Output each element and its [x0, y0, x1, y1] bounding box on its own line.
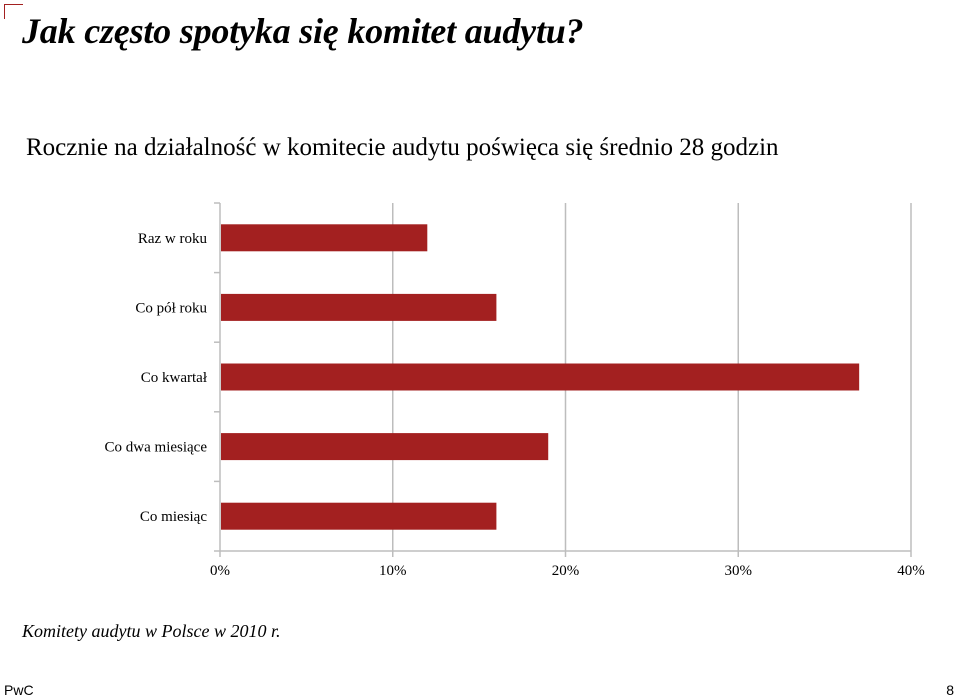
category-label: Raz w roku — [138, 231, 208, 247]
x-tick-label: 20% — [552, 563, 580, 579]
page-title: Jak często spotyka się komitet audytu? — [22, 11, 584, 51]
chart-subtitle: Rocznie na działalność w komitecie audyt… — [26, 134, 779, 161]
bar-chart: 0% 10% 20% 30% 40% Raz w roku Co pół roku Co kw… — [105, 202, 925, 579]
corner-decoration — [4, 4, 23, 19]
x-tick-label: 0% — [210, 563, 230, 579]
category-label: Co kwartał — [141, 370, 208, 386]
bar — [221, 502, 497, 530]
bar — [221, 363, 860, 391]
x-tick-label: 30% — [725, 563, 753, 579]
category-label: Co pół roku — [135, 300, 207, 316]
x-tick-label: 10% — [379, 563, 407, 579]
bar — [221, 293, 497, 321]
brand-label: PwC — [4, 682, 34, 698]
bar — [221, 433, 549, 461]
category-label: Co miesiąc — [140, 509, 207, 525]
source-note: Komitety audytu w Polsce w 2010 r. — [22, 621, 281, 641]
bar — [221, 224, 428, 252]
category-label: Co dwa miesiące — [105, 440, 208, 456]
page-number: 8 — [946, 682, 954, 698]
x-tick-label: 40% — [897, 563, 925, 579]
